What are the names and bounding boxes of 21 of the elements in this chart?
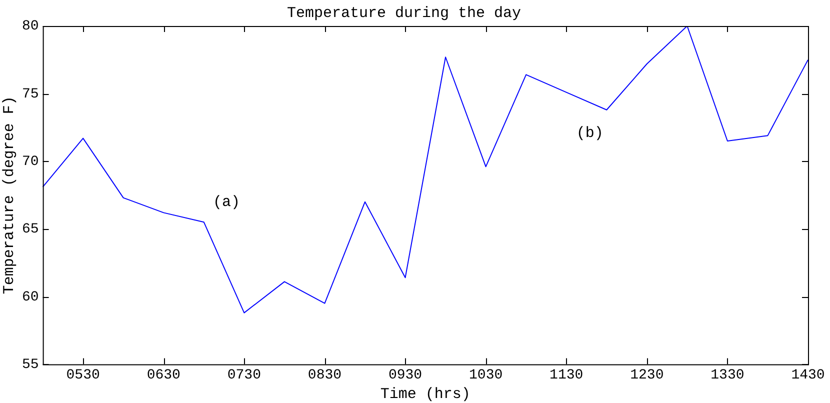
- y-tick-label: 60: [22, 289, 39, 306]
- x-tick-label: 0630: [146, 367, 180, 384]
- x-tick-label: 0530: [66, 367, 100, 384]
- x-tick-label: 1030: [469, 367, 503, 384]
- x-tick-label: 0930: [388, 367, 422, 384]
- y-axis-title: Temperature (degree F): [0, 96, 18, 294]
- chart-title: Temperature during the day: [286, 4, 522, 22]
- x-tick-label: 0830: [308, 367, 342, 384]
- x-tick-label: 1430: [791, 367, 825, 384]
- y-tick-label: 80: [22, 18, 39, 35]
- y-tick-label: 75: [22, 86, 39, 102]
- x-axis-title: Time (hrs): [380, 386, 470, 403]
- x-tick-label: 1230: [630, 367, 664, 384]
- x-tick-label: 1130: [550, 367, 584, 384]
- x-tick-label: 1330: [710, 367, 744, 384]
- annotation: (b): [576, 124, 604, 142]
- annotation: (a): [212, 194, 240, 211]
- y-tick-label: 70: [22, 154, 39, 170]
- y-tick-label: 65: [22, 222, 39, 238]
- y-tick-label: 55: [22, 356, 39, 373]
- x-tick-label: 0730: [227, 367, 261, 384]
